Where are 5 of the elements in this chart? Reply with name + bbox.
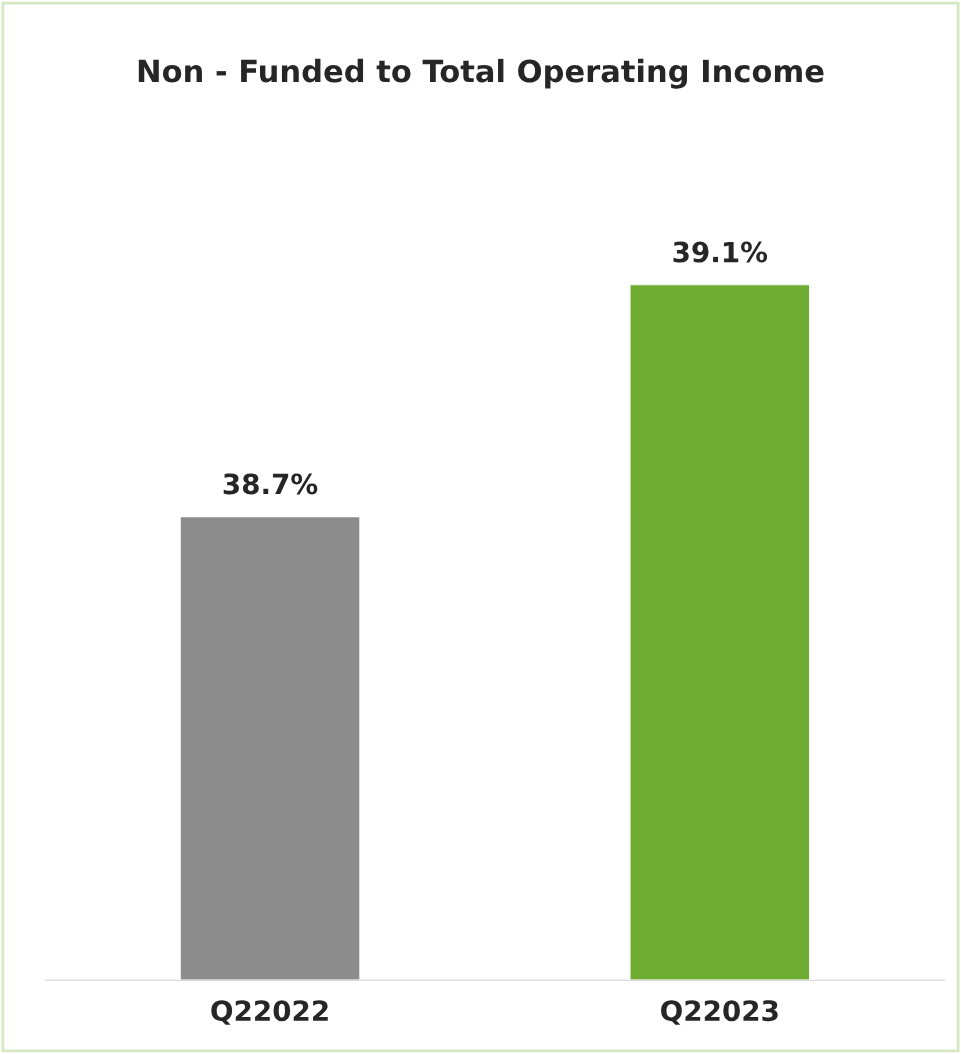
chart-title: Non - Funded to Total Operating Income bbox=[138, 58, 824, 89]
data-label: 38.7% bbox=[223, 473, 318, 495]
x-tick-label: Q22023 bbox=[661, 1000, 778, 1025]
data-label: 39.1% bbox=[673, 241, 768, 263]
x-tick-label: Q22022 bbox=[211, 1000, 328, 1025]
